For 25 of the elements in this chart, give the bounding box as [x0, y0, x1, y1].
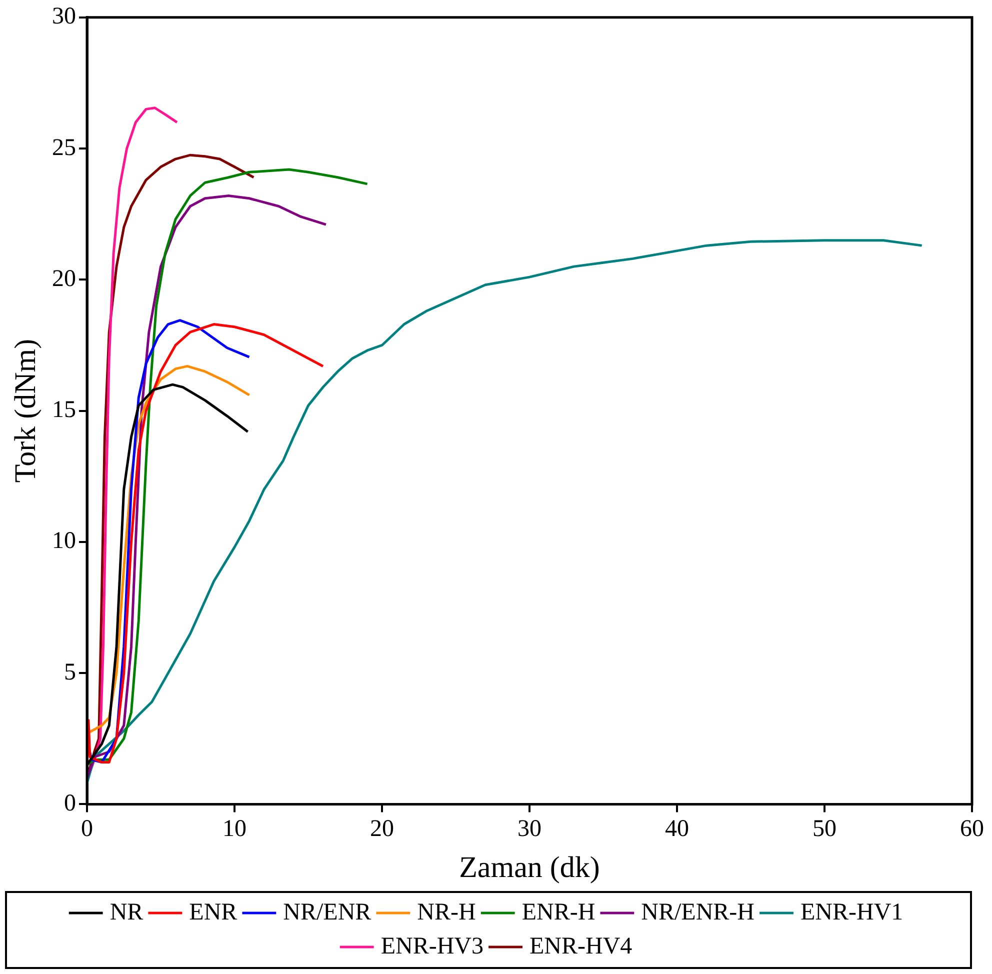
legend-label: NR/ENR	[283, 899, 372, 926]
legend-label: ENR-HV3	[380, 933, 484, 960]
x-tick-label: 50	[812, 816, 836, 842]
x-tick-label: 60	[960, 816, 984, 842]
y-tick-label: 20	[52, 266, 76, 292]
legend-label: ENR-HV1	[800, 899, 904, 926]
y-tick-label: 30	[52, 4, 76, 30]
legend-label: NR/ENR-H	[641, 899, 755, 926]
legend-label: NR-H	[417, 899, 476, 926]
x-axis-title: Zaman (dk)	[459, 850, 600, 884]
y-tick-label: 0	[64, 790, 76, 816]
y-tick-label: 5	[64, 659, 76, 686]
legend-label: ENR-H	[522, 899, 596, 926]
legend-label: NR	[110, 899, 144, 926]
x-tick-label: 40	[665, 816, 689, 842]
y-axis-title: Tork (dNm)	[8, 338, 42, 483]
y-tick-label: 15	[52, 397, 76, 424]
x-tick-label: 30	[518, 816, 542, 842]
legend-label: ENR-HV4	[530, 933, 632, 960]
legend-label: ENR	[189, 899, 238, 926]
x-tick-label: 0	[81, 816, 93, 842]
y-tick-label: 10	[52, 528, 76, 554]
x-tick-label: 20	[370, 816, 394, 842]
x-tick-label: 10	[222, 816, 246, 842]
y-tick-label: 25	[52, 134, 76, 161]
